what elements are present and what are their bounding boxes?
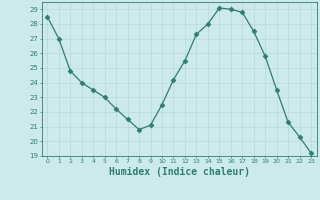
X-axis label: Humidex (Indice chaleur): Humidex (Indice chaleur): [109, 167, 250, 177]
